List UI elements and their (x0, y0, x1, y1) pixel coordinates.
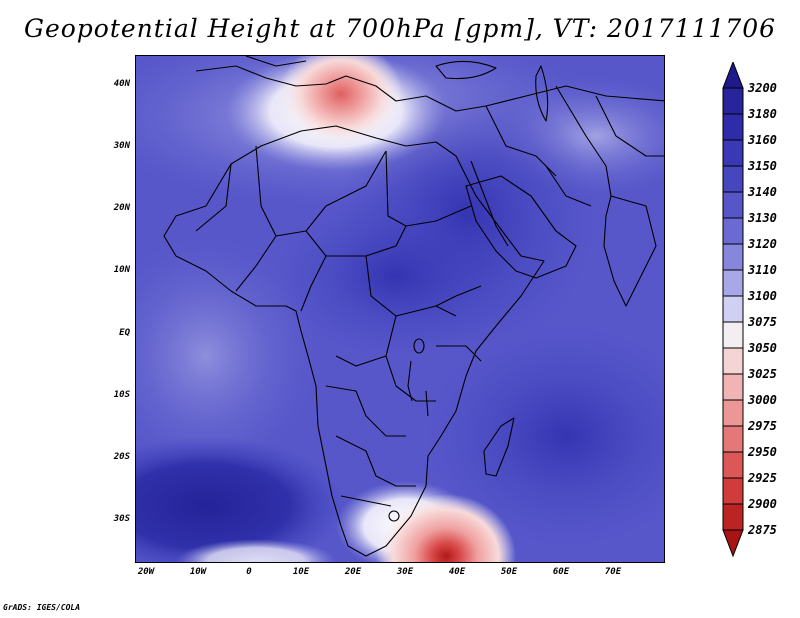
colorbar-label-3000: 3000 (748, 393, 777, 407)
colorbar-label-3180: 3180 (748, 107, 777, 121)
colorbar-swatches (722, 60, 744, 558)
lat-label-eq: EQ (119, 328, 130, 338)
map-panel (135, 55, 665, 563)
lat-label-20s: 20S (113, 452, 130, 462)
lon-label-20w: 20W (137, 567, 155, 577)
colorbar-label-3160: 3160 (748, 133, 777, 147)
colorbar-label-3140: 3140 (748, 185, 777, 199)
lon-label-70e: 70E (604, 567, 622, 577)
colorbar-label-3130: 3130 (748, 211, 777, 225)
colorbar-label-3150: 3150 (748, 159, 777, 173)
colorbar-label-2925: 2925 (748, 471, 777, 485)
lon-label-40e: 40E (448, 567, 466, 577)
lat-label-20n: 20N (113, 203, 130, 213)
colorbar-label-2950: 2950 (748, 445, 777, 459)
lat-label-30s: 30S (113, 514, 130, 524)
lon-label-30e: 30E (396, 567, 414, 577)
lon-label-10e: 10E (292, 567, 310, 577)
geopotential-field (136, 56, 664, 562)
lon-label-60e: 60E (552, 567, 570, 577)
colorbar-label-3075: 3075 (748, 315, 777, 329)
lon-label-50e: 50E (500, 567, 518, 577)
colorbar-label-3050: 3050 (748, 341, 777, 355)
map-title: Geopotential Height at 700hPa [gpm], VT:… (23, 14, 777, 43)
colorbar-label-3200: 3200 (748, 81, 777, 95)
colorbar-label-3120: 3120 (748, 237, 777, 251)
colorbar-label-3025: 3025 (748, 367, 777, 381)
colorbar-label-2975: 2975 (748, 419, 777, 433)
colorbar-label-2900: 2900 (748, 497, 777, 511)
lat-label-10n: 10N (113, 265, 130, 275)
colorbar-label-3100: 3100 (748, 289, 777, 303)
lon-label-10w: 10W (189, 567, 207, 577)
colorbar (722, 60, 744, 562)
lon-label-20e: 20E (344, 567, 362, 577)
lat-label-40n: 40N (113, 79, 130, 89)
grads-credit: GrADS: IGES/COLA (3, 603, 81, 612)
lat-label-10s: 10S (113, 390, 130, 400)
lon-label-0: 0 (246, 567, 252, 577)
lat-label-30n: 30N (113, 141, 130, 151)
colorbar-label-2875: 2875 (748, 523, 777, 537)
colorbar-label-3110: 3110 (748, 263, 777, 277)
